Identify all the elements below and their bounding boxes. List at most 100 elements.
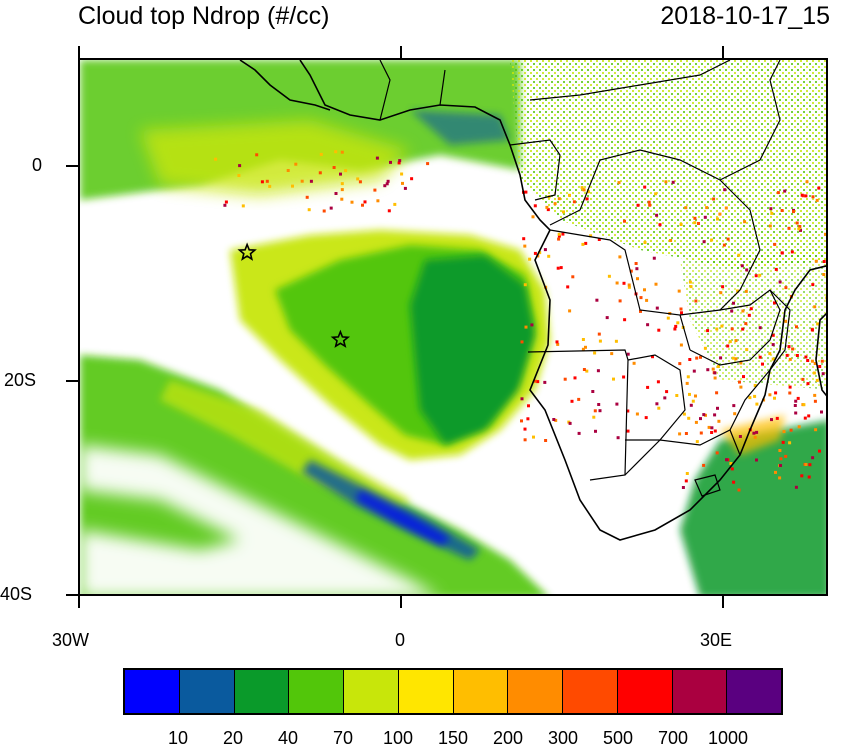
speckle [546, 208, 550, 212]
speckle [710, 426, 714, 430]
speckle [726, 344, 730, 348]
cloud-southeast-field [680, 420, 826, 594]
high-ndrop-speckles [214, 150, 826, 492]
border-mozambique [729, 289, 791, 431]
speckle [745, 348, 749, 352]
colorbar-label: 70 [332, 728, 354, 748]
speckle [635, 267, 639, 271]
lon-label-30w: 30W [52, 630, 90, 650]
speckle [686, 375, 690, 379]
speckle [523, 244, 527, 248]
speckle [309, 179, 313, 183]
speckle [572, 200, 576, 204]
speckle [224, 200, 228, 204]
speckle [806, 359, 810, 362]
speckle [820, 359, 824, 363]
speckle [741, 309, 745, 313]
speckle [758, 326, 762, 330]
speckle [387, 209, 391, 213]
speckle [758, 273, 762, 277]
speckle [643, 241, 647, 244]
speckle [586, 190, 590, 194]
colorbar-swatch [344, 670, 399, 713]
speckle [800, 193, 804, 197]
border-namibia [527, 349, 629, 481]
speckle [676, 321, 680, 325]
lon-label-0: 0 [395, 630, 406, 650]
speckle [616, 436, 620, 440]
border-angola [549, 229, 691, 351]
speckle [524, 325, 528, 329]
speckle [738, 435, 742, 438]
speckle [734, 357, 738, 361]
speckle [813, 305, 817, 309]
border-sahel [379, 60, 731, 121]
speckle [524, 190, 528, 194]
speckle [713, 376, 717, 380]
speckle [815, 198, 819, 202]
speckle [799, 228, 802, 232]
speckle [585, 197, 589, 201]
border-south-africa [624, 429, 741, 476]
colorbar-label: 300 [547, 728, 579, 748]
speckle [821, 372, 825, 376]
speckle [322, 209, 326, 213]
speckle [398, 159, 402, 163]
speckle [747, 313, 751, 317]
speckle [787, 226, 791, 230]
speckle [605, 316, 609, 320]
speckle [702, 240, 706, 244]
speckle [594, 429, 597, 433]
speckle [647, 200, 651, 204]
speckle [591, 390, 595, 393]
speckle [557, 232, 561, 236]
speckle [339, 172, 342, 176]
speckle [543, 248, 547, 252]
colorbar-swatch [508, 670, 563, 713]
speckle [557, 197, 561, 201]
speckle [682, 412, 686, 416]
speckle [675, 394, 679, 397]
speckle [699, 431, 703, 435]
speckle [533, 379, 537, 383]
speckle [761, 362, 764, 366]
speckle [570, 399, 574, 403]
speckle [340, 197, 344, 201]
speckle [260, 180, 264, 184]
lat-label-0: 0 [32, 155, 43, 175]
speckle [711, 367, 715, 371]
speckle [791, 347, 795, 351]
speckle [753, 384, 757, 387]
speckle [770, 211, 774, 215]
speckle [679, 223, 683, 226]
border-lesotho [694, 474, 721, 497]
site-marker-star [330, 329, 351, 348]
speckle [774, 267, 778, 271]
speckle [598, 409, 602, 413]
site-marker-star [237, 242, 257, 261]
speckle [795, 221, 799, 225]
speckle [678, 432, 682, 436]
speckle [730, 309, 734, 313]
speckle [671, 180, 675, 184]
speckle [810, 359, 814, 363]
speckle [523, 283, 527, 287]
speckle [571, 275, 575, 279]
speckle [780, 209, 784, 212]
speckle [589, 234, 593, 238]
speckle [568, 309, 572, 313]
speckle [597, 238, 601, 241]
speckle [654, 282, 658, 286]
speckle [710, 238, 714, 242]
speckle [720, 324, 724, 328]
speckle [626, 429, 630, 433]
speckle [788, 391, 792, 395]
speckle [655, 213, 659, 217]
speckle [555, 340, 559, 344]
speckle [743, 220, 747, 224]
speckle [785, 353, 789, 357]
speckle [792, 210, 795, 214]
speckle [723, 188, 727, 192]
speckle [520, 419, 523, 423]
speckle [544, 439, 548, 442]
